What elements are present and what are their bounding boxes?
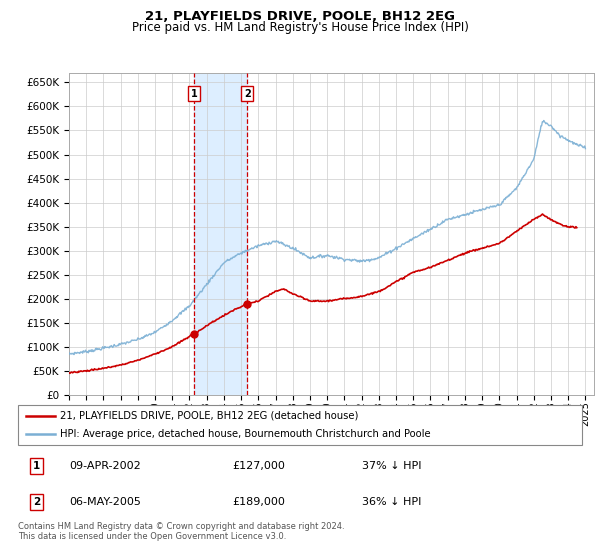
Text: 21, PLAYFIELDS DRIVE, POOLE, BH12 2EG (detached house): 21, PLAYFIELDS DRIVE, POOLE, BH12 2EG (d… [60,411,359,421]
Text: Price paid vs. HM Land Registry's House Price Index (HPI): Price paid vs. HM Land Registry's House … [131,21,469,34]
Text: HPI: Average price, detached house, Bournemouth Christchurch and Poole: HPI: Average price, detached house, Bour… [60,430,431,439]
Text: £127,000: £127,000 [232,461,285,471]
Text: 09-APR-2002: 09-APR-2002 [69,461,140,471]
FancyBboxPatch shape [18,405,582,445]
Text: £189,000: £189,000 [232,497,285,507]
Text: 06-MAY-2005: 06-MAY-2005 [69,497,140,507]
Text: 37% ↓ HPI: 37% ↓ HPI [362,461,422,471]
Text: 36% ↓ HPI: 36% ↓ HPI [362,497,421,507]
Text: 1: 1 [191,88,197,99]
Text: Contains HM Land Registry data © Crown copyright and database right 2024.
This d: Contains HM Land Registry data © Crown c… [18,522,344,542]
Text: 1: 1 [33,461,40,471]
Text: 21, PLAYFIELDS DRIVE, POOLE, BH12 2EG: 21, PLAYFIELDS DRIVE, POOLE, BH12 2EG [145,10,455,23]
Bar [194,73,247,395]
Text: 2: 2 [244,88,251,99]
Text: 2: 2 [33,497,40,507]
